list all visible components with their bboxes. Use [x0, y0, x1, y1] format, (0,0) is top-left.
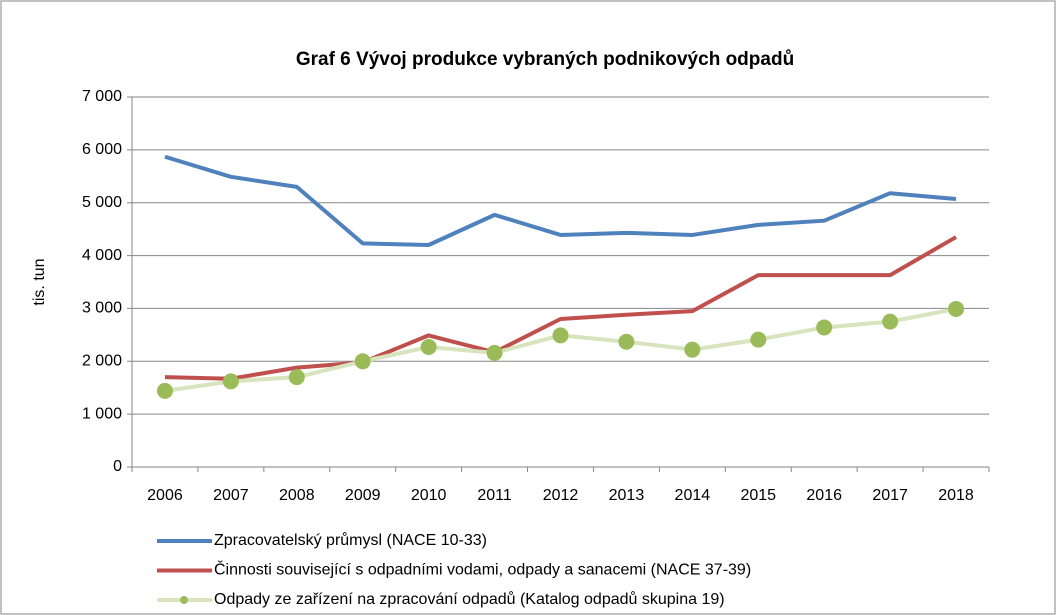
y-tick-label: 1 000	[82, 405, 122, 422]
legend-label: Zpracovatelský průmysl (NACE 10-33)	[214, 531, 487, 549]
x-tick-label: 2012	[543, 487, 579, 504]
data-point	[288, 369, 305, 386]
x-tick-label: 2013	[609, 487, 645, 504]
data-point	[222, 373, 239, 390]
series-line	[164, 154, 957, 247]
series-line	[164, 235, 958, 381]
data-point	[156, 382, 173, 399]
x-tick-label: 2009	[345, 487, 381, 504]
x-tick-label: 2008	[279, 487, 315, 504]
data-point	[882, 313, 899, 330]
x-tick-label: 2017	[872, 487, 908, 504]
data-point	[354, 353, 371, 370]
data-point	[552, 327, 569, 344]
x-tick-label: 2018	[938, 487, 974, 504]
y-tick-label: 2 000	[82, 353, 122, 370]
legend-label: Činnosti související s odpadními vodami,…	[214, 560, 751, 579]
data-point	[684, 341, 701, 358]
y-axis-label: tis. tun	[31, 258, 48, 305]
x-tick-label: 2015	[740, 487, 776, 504]
y-tick-label: 4 000	[82, 247, 122, 264]
x-tick-label: 2006	[147, 487, 183, 504]
data-point	[948, 300, 965, 317]
legend-label: Odpady ze zařízení na zpracování odpadů …	[214, 590, 725, 608]
legend-marker	[180, 596, 188, 604]
y-tick-label: 6 000	[82, 141, 122, 158]
y-tick-label: 5 000	[82, 194, 122, 211]
y-tick-label: 0	[113, 458, 122, 475]
x-tick-label: 2014	[675, 487, 711, 504]
x-tick-label: 2016	[806, 487, 842, 504]
x-tick-label: 2011	[477, 487, 512, 504]
data-point	[486, 344, 503, 361]
data-point	[816, 319, 833, 336]
data-point	[750, 331, 767, 348]
data-point	[618, 333, 635, 350]
y-tick-label: 3 000	[82, 300, 122, 317]
chart-title: Graf 6 Vývoj produkce vybraných podnikov…	[296, 49, 794, 70]
data-point	[420, 339, 437, 356]
y-tick-label: 7 000	[82, 88, 122, 105]
x-tick-label: 2010	[411, 487, 447, 504]
x-tick-label: 2007	[213, 487, 249, 504]
